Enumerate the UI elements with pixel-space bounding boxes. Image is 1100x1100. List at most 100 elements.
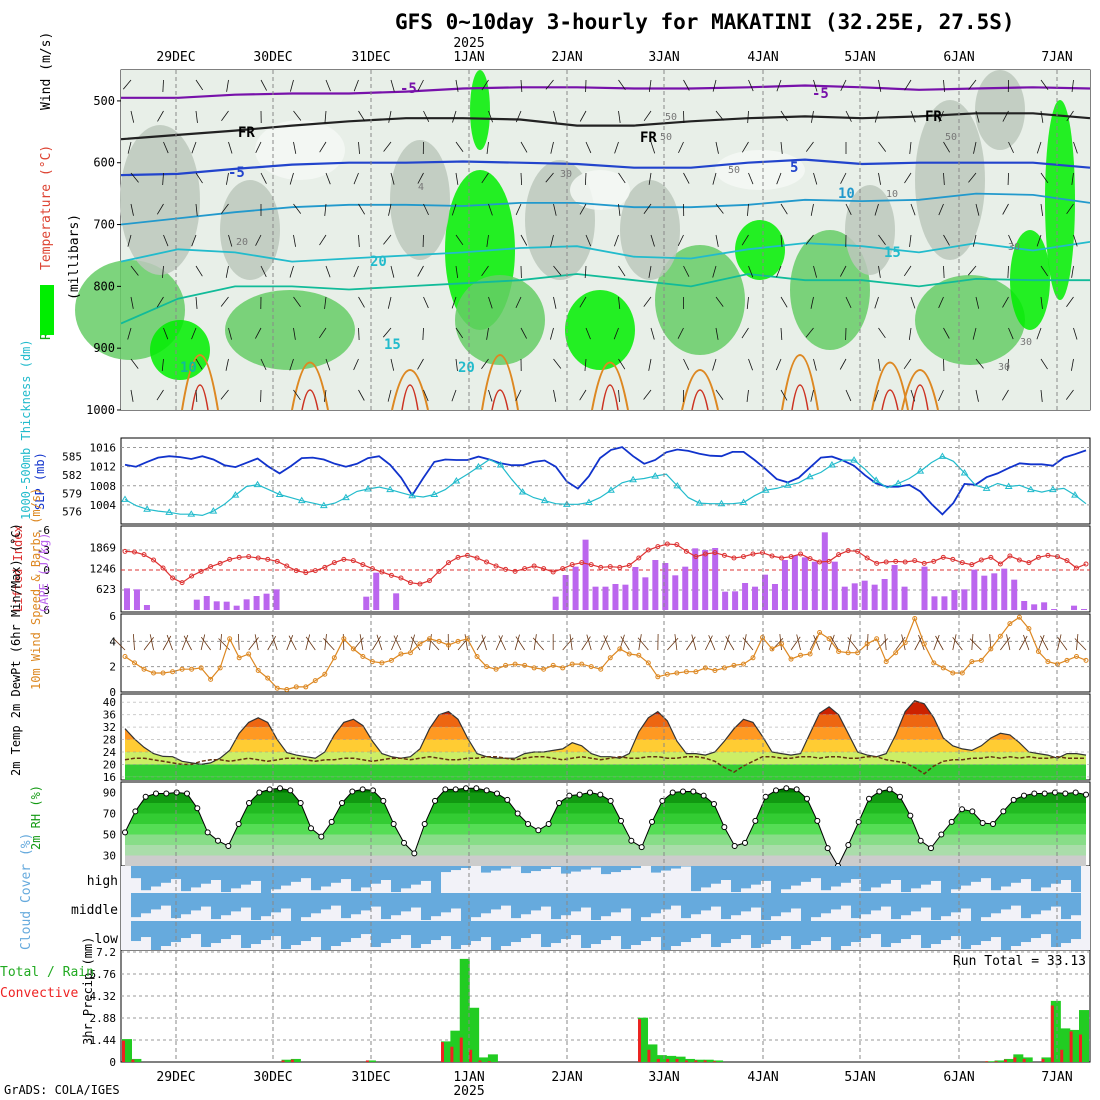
wind-barb — [520, 327, 527, 339]
cape-bar — [722, 591, 729, 610]
wind-barb — [1066, 110, 1074, 122]
cloud-bar — [1051, 866, 1061, 884]
cloud-bar — [1071, 893, 1081, 916]
cloud-bar — [781, 893, 791, 913]
wind-speed-point — [255, 667, 261, 673]
wind-speed-point — [122, 654, 128, 660]
wind-speed-point — [579, 661, 585, 667]
rh-point — [545, 821, 552, 827]
lifted-index-point — [522, 566, 528, 572]
wind-barb — [618, 79, 626, 91]
slp-line — [124, 446, 1087, 516]
temp-contour-hot — [301, 389, 319, 411]
date-label-bottom: 4JAN — [747, 1070, 778, 1085]
wind-barb — [874, 203, 879, 216]
wind-barb — [225, 358, 229, 371]
wind-barb — [127, 327, 132, 340]
wind-barb — [972, 327, 977, 340]
temp-contour-hot — [911, 384, 929, 411]
lifted-index-line — [124, 543, 1087, 585]
wind-barb — [683, 79, 690, 91]
lifted-index-point — [503, 566, 509, 572]
pressure-tick-label: 500 — [93, 94, 115, 108]
rh-swatch — [40, 285, 54, 335]
rh-point — [401, 839, 407, 846]
wind-barb — [780, 296, 788, 308]
wind-barb — [805, 327, 814, 338]
li-tick-label: 3 — [43, 584, 50, 597]
thickness-marker — [850, 456, 858, 463]
wind-barb — [637, 637, 649, 651]
thickness-marker — [872, 476, 881, 483]
wind-barb — [683, 265, 690, 277]
cloud-bar — [761, 893, 771, 921]
wind-speed-point — [598, 666, 604, 672]
temp-contour-warm — [181, 354, 219, 411]
rh-point — [318, 833, 325, 840]
cloud-bar — [261, 921, 271, 941]
wind-barb — [515, 389, 522, 401]
wind-speed-point — [436, 638, 442, 644]
wind-speed-point — [179, 666, 185, 672]
wind-speed-point — [541, 666, 547, 672]
wind-speed-point — [836, 648, 842, 654]
wind-barb — [975, 110, 980, 123]
rh-point — [814, 817, 821, 824]
rh-point — [886, 786, 893, 793]
cape-bar — [931, 596, 938, 610]
wind-barb — [938, 389, 944, 402]
rh-point — [566, 792, 573, 799]
lifted-index-axis-label: Lifted Index — [11, 525, 25, 612]
cloud-bar — [401, 893, 411, 912]
cape-bar — [582, 539, 589, 610]
wind-barb — [648, 172, 652, 185]
wind-barb — [255, 234, 262, 246]
wind-barb — [715, 203, 724, 214]
wind-barb — [464, 634, 468, 651]
cloud-bar — [141, 921, 151, 938]
rh-point — [473, 785, 480, 792]
date-label-top: 3JAN — [648, 50, 679, 65]
lifted-index-point — [550, 569, 556, 575]
wind-speed-point — [465, 636, 471, 642]
wind-speed-point — [569, 661, 575, 667]
cape-bar — [981, 575, 988, 610]
wind-barb — [712, 358, 717, 371]
lifted-index-point — [836, 552, 842, 558]
cloud-bar — [1041, 893, 1051, 911]
wind-barb — [1040, 172, 1049, 184]
wind-barb — [358, 389, 365, 401]
cloud-bar — [751, 866, 761, 885]
lifted-index-point — [160, 565, 166, 571]
wind-barb — [650, 327, 655, 340]
wind-barb — [195, 79, 204, 91]
wind-barb — [579, 389, 587, 401]
cloud-bar — [751, 893, 761, 908]
lifted-index-point — [798, 551, 804, 557]
cloud-bar — [741, 866, 751, 889]
thickness-marker — [430, 490, 439, 498]
cloud-bar — [621, 921, 631, 950]
wind-speed-point — [350, 646, 356, 652]
cloud-bar — [241, 893, 251, 908]
thickness-marker — [319, 501, 328, 509]
wind-barb — [553, 389, 557, 402]
cloud-bar — [171, 893, 181, 919]
precip-convective-bar — [675, 1058, 679, 1062]
wind-speed-point — [655, 674, 661, 680]
cloud-bar — [601, 921, 611, 941]
precip-convective-bar — [478, 1060, 482, 1062]
cloud-bar — [461, 866, 471, 869]
cape-bar — [891, 565, 898, 610]
precip-convective-bar — [459, 1037, 463, 1062]
cloud-bar — [441, 893, 451, 913]
precip-convective-bar — [1003, 1059, 1007, 1062]
lifted-index-point — [988, 554, 994, 560]
thickness-tick-label: 579 — [62, 487, 82, 500]
wind-barb — [775, 358, 782, 371]
lifted-index-point — [455, 554, 461, 560]
cape-bar — [692, 548, 699, 610]
precip-convective-bar — [703, 1060, 707, 1062]
cloud-layer-label: high — [87, 874, 118, 889]
precip-total-bar — [656, 1055, 667, 1062]
